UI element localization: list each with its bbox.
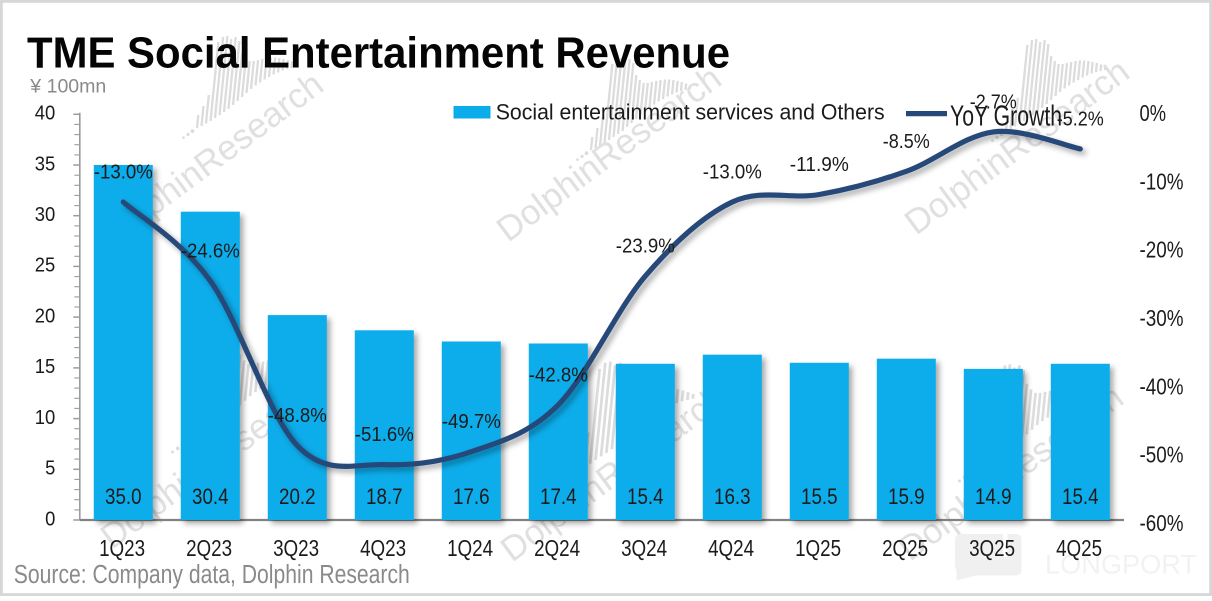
svg-text:-30%: -30% bbox=[1140, 305, 1184, 331]
svg-text:15.4: 15.4 bbox=[627, 484, 664, 509]
svg-text:¥ 100mn: ¥ 100mn bbox=[29, 77, 106, 98]
svg-text:-23.9%: -23.9% bbox=[616, 236, 675, 258]
svg-text:18.7: 18.7 bbox=[366, 484, 403, 509]
svg-text:17.6: 17.6 bbox=[453, 484, 490, 509]
svg-text:30.4: 30.4 bbox=[192, 484, 229, 509]
svg-text:-20%: -20% bbox=[1140, 237, 1184, 263]
svg-text:15: 15 bbox=[35, 356, 56, 378]
svg-text:1Q24: 1Q24 bbox=[447, 535, 493, 561]
svg-text:15.9: 15.9 bbox=[888, 484, 925, 509]
svg-text:20: 20 bbox=[35, 305, 56, 327]
svg-text:35: 35 bbox=[35, 153, 56, 175]
svg-text:1Q23: 1Q23 bbox=[99, 535, 145, 561]
svg-text:TME Social Entertainment Reven: TME Social Entertainment Revenue bbox=[27, 28, 730, 77]
svg-text:-10%: -10% bbox=[1140, 168, 1184, 194]
svg-text:16.3: 16.3 bbox=[714, 484, 751, 509]
svg-text:14.9: 14.9 bbox=[975, 484, 1012, 509]
svg-text:-51.6%: -51.6% bbox=[355, 424, 414, 446]
svg-text:-60%: -60% bbox=[1140, 510, 1184, 536]
svg-text:3Q24: 3Q24 bbox=[621, 535, 667, 561]
svg-text:25: 25 bbox=[35, 255, 56, 277]
svg-text:4Q23: 4Q23 bbox=[360, 535, 406, 561]
svg-text:2Q24: 2Q24 bbox=[534, 535, 580, 561]
svg-text:-50%: -50% bbox=[1140, 442, 1184, 468]
svg-text:-48.8%: -48.8% bbox=[268, 405, 327, 427]
svg-text:1Q25: 1Q25 bbox=[795, 535, 841, 561]
svg-text:2Q23: 2Q23 bbox=[186, 535, 232, 561]
svg-text:4Q24: 4Q24 bbox=[708, 535, 754, 561]
svg-text:-24.6%: -24.6% bbox=[181, 240, 240, 262]
svg-text:2Q25: 2Q25 bbox=[882, 535, 928, 561]
svg-text:-13.0%: -13.0% bbox=[94, 162, 153, 184]
svg-text:20.2: 20.2 bbox=[279, 484, 316, 509]
svg-text:15.5: 15.5 bbox=[801, 484, 838, 509]
svg-text:Social entertainment services: Social entertainment services and Others bbox=[496, 99, 885, 124]
svg-text:3Q25: 3Q25 bbox=[969, 535, 1015, 561]
svg-text:3Q23: 3Q23 bbox=[273, 535, 319, 561]
svg-text:-8.5%: -8.5% bbox=[883, 131, 930, 153]
svg-text:-13.0%: -13.0% bbox=[703, 162, 762, 184]
svg-text:-40%: -40% bbox=[1140, 373, 1184, 399]
svg-text:YoY Growth: YoY Growth bbox=[950, 100, 1062, 132]
svg-text:35.0: 35.0 bbox=[105, 484, 142, 509]
svg-text:15.4: 15.4 bbox=[1062, 484, 1099, 509]
svg-text:10: 10 bbox=[35, 407, 56, 429]
svg-text:0%: 0% bbox=[1140, 100, 1167, 126]
svg-text:40: 40 bbox=[35, 103, 56, 125]
svg-text:-11.9%: -11.9% bbox=[790, 154, 849, 176]
svg-text:5: 5 bbox=[45, 458, 55, 480]
svg-text:-5.2%: -5.2% bbox=[1057, 108, 1104, 130]
svg-text:0: 0 bbox=[45, 508, 55, 530]
svg-text:30: 30 bbox=[35, 204, 56, 226]
svg-text:4Q25: 4Q25 bbox=[1056, 535, 1102, 561]
svg-text:17.4: 17.4 bbox=[540, 484, 577, 509]
svg-text:Source: Company data, Dolphin: Source: Company data, Dolphin Research bbox=[14, 559, 410, 589]
svg-text:-49.7%: -49.7% bbox=[442, 411, 501, 433]
svg-text:-42.8%: -42.8% bbox=[529, 364, 588, 386]
